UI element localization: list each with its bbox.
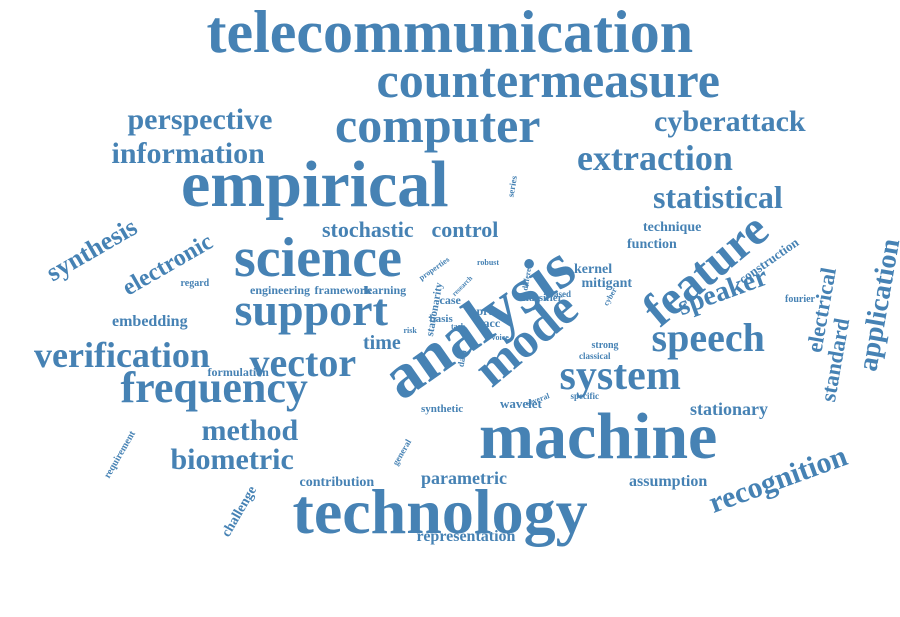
word-classifier: classifier: [521, 291, 563, 304]
word-representation: representation: [416, 528, 516, 545]
word-general: general: [389, 436, 413, 467]
word-stochastic: stochastic: [322, 217, 414, 242]
word-basis: basis: [429, 312, 453, 325]
word-technology: technology: [292, 476, 588, 547]
word-function: function: [627, 237, 677, 252]
word-proc: proc: [476, 304, 500, 318]
word-perspective: perspective: [127, 103, 273, 136]
word-extraction: extraction: [577, 138, 733, 178]
word-frequency: frequency: [120, 363, 308, 412]
word-series: series: [505, 174, 520, 198]
word-case: case: [439, 293, 461, 307]
word-mitigant: mitigant: [581, 276, 633, 291]
word-challenge: challenge: [219, 483, 261, 540]
word-task: task: [451, 322, 466, 331]
word-assumption: assumption: [629, 473, 708, 490]
word-engineering: engineering: [250, 283, 310, 297]
word-method: method: [201, 414, 299, 447]
word-statistical: statistical: [653, 179, 783, 215]
word-wavelet: wavelet: [500, 395, 542, 411]
word-specific: specific: [570, 390, 600, 401]
word-properties: properties: [416, 254, 451, 283]
word-machine: machine: [479, 400, 718, 473]
word-vector: vector: [249, 340, 357, 385]
word-telecommunication: telecommunication: [206, 0, 694, 65]
word-kernel: kernel: [574, 262, 613, 277]
word-application: application: [852, 236, 900, 374]
word-biometric: biometric: [170, 443, 294, 476]
word-strong: strong: [591, 340, 619, 351]
word-support: support: [234, 284, 388, 335]
word-information: information: [111, 137, 265, 170]
word-regard: regard: [180, 278, 210, 289]
word-recognition: recognition: [704, 439, 852, 520]
word-classical: classical: [579, 350, 611, 361]
word-cyberattack: cyberattack: [654, 105, 806, 138]
word-robust: robust: [477, 258, 500, 267]
word-requirement: requirement: [101, 429, 138, 481]
word-computer: computer: [335, 97, 541, 153]
word-verification: verification: [34, 335, 210, 375]
word-parametric: parametric: [421, 468, 507, 488]
word-risk: risk: [403, 326, 417, 335]
word-framework: framework: [314, 283, 372, 297]
word-based: based: [549, 288, 572, 299]
word-acc: acc: [483, 316, 501, 330]
word-formulation: formulation: [207, 365, 269, 379]
word-control: control: [431, 217, 499, 242]
word-synthetic: synthetic: [421, 402, 464, 415]
word-contribution: contribution: [299, 475, 375, 490]
word-empirical: empirical: [181, 148, 449, 221]
word-stationary: stationary: [690, 399, 768, 419]
word-embedding: embedding: [112, 313, 188, 330]
word-speech: speech: [651, 315, 765, 360]
word-learning: learning: [363, 283, 407, 297]
word-technique: technique: [643, 220, 702, 235]
word-voice: voice: [491, 333, 509, 342]
word-fourier: fourier: [785, 294, 815, 305]
word-science: science: [234, 227, 402, 289]
word-system: system: [559, 353, 681, 399]
word-countermeasure: countermeasure: [376, 52, 720, 108]
word-time: time: [363, 332, 401, 354]
